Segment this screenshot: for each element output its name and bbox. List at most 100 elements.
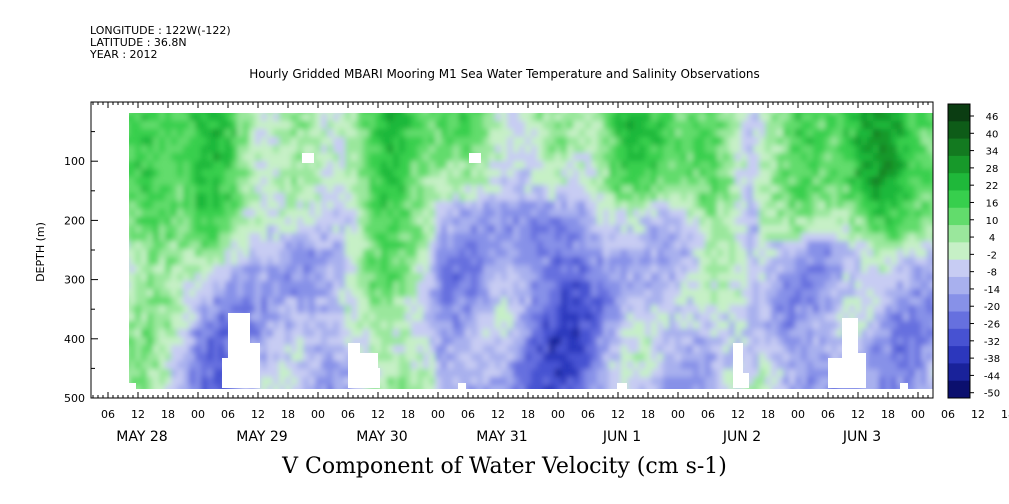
heatmap-cell [417, 169, 424, 178]
heatmap-cell [543, 337, 550, 346]
heatmap-cell [537, 145, 544, 154]
heatmap-cell [255, 289, 262, 298]
heatmap-cell [855, 337, 862, 346]
heatmap-cell [843, 249, 850, 258]
heatmap-cell [261, 169, 268, 178]
heatmap-cell [219, 209, 226, 218]
heatmap-cell [417, 129, 424, 138]
heatmap-cell [873, 273, 880, 282]
heatmap-cell [417, 145, 424, 154]
heatmap-cell [381, 321, 388, 330]
heatmap-cell [909, 361, 916, 370]
heatmap-cell [531, 249, 538, 258]
heatmap-cell [159, 249, 166, 258]
heatmap-cell [273, 113, 280, 114]
heatmap-cell [387, 137, 394, 146]
heatmap-cell [855, 233, 862, 242]
heatmap-cell [447, 121, 454, 130]
heatmap-cell [195, 377, 202, 386]
heatmap-cell [471, 225, 478, 234]
heatmap-cell [465, 353, 472, 362]
heatmap-cell [393, 297, 400, 306]
heatmap-cell [885, 249, 892, 258]
heatmap-cell [753, 129, 760, 138]
heatmap-cell [741, 361, 748, 370]
heatmap-cell [663, 193, 670, 202]
heatmap-cell [753, 113, 760, 114]
heatmap-cell [333, 161, 340, 170]
heatmap-cell [195, 209, 202, 218]
heatmap-cell [465, 137, 472, 146]
heatmap-cell [459, 145, 466, 154]
heatmap-cell [303, 177, 310, 186]
heatmap-cell [525, 113, 532, 122]
heatmap-cell [279, 113, 286, 114]
heatmap-cell [459, 289, 466, 298]
heatmap-cell [657, 345, 664, 354]
heatmap-cell [249, 137, 256, 146]
heatmap-cell [729, 369, 736, 378]
heatmap-cell [579, 241, 586, 250]
heatmap-cell [699, 169, 706, 178]
heatmap-cell [717, 129, 724, 138]
heatmap-cell [345, 257, 352, 266]
heatmap-cell [171, 153, 178, 162]
heatmap-cell [207, 337, 214, 346]
heatmap-cell [375, 345, 382, 354]
heatmap-cell [717, 193, 724, 202]
heatmap-cell [651, 377, 658, 386]
heatmap-cell [711, 193, 718, 202]
heatmap-cell [597, 305, 604, 314]
heatmap-cell [873, 129, 880, 138]
heatmap-cell [693, 225, 700, 234]
heatmap-cell [549, 281, 556, 290]
heatmap-cell [765, 369, 772, 378]
heatmap-cell [171, 385, 178, 389]
heatmap-cell [585, 121, 592, 130]
heatmap-cell [267, 281, 274, 290]
heatmap-cell [651, 353, 658, 362]
heatmap-cell [483, 321, 490, 330]
heatmap-cell [681, 169, 688, 178]
heatmap-cell [741, 273, 748, 282]
heatmap-cell [723, 169, 730, 178]
heatmap-cell [645, 161, 652, 170]
heatmap-cell [483, 297, 490, 306]
heatmap-cell [501, 241, 508, 250]
heatmap-cell [885, 177, 892, 186]
heatmap-cell [135, 321, 142, 330]
heatmap-cell [351, 305, 358, 314]
heatmap-cell [537, 193, 544, 202]
heatmap-cell [315, 281, 322, 290]
heatmap-cell [495, 225, 502, 234]
heatmap-cell [411, 185, 418, 194]
heatmap-cell [627, 257, 634, 266]
heatmap-cell [255, 121, 262, 130]
heatmap-cell [717, 233, 724, 242]
heatmap-cell [873, 113, 880, 114]
heatmap-cell [657, 289, 664, 298]
heatmap-cell [351, 337, 358, 346]
heatmap-cell [729, 153, 736, 162]
heatmap-cell [171, 233, 178, 242]
heatmap-cell [327, 329, 334, 338]
heatmap-cell [135, 217, 142, 226]
heatmap-cell [663, 337, 670, 346]
heatmap-cell [789, 377, 796, 386]
heatmap-cell [213, 153, 220, 162]
heatmap-cell [657, 241, 664, 250]
heatmap-cell [903, 129, 910, 138]
heatmap-cell [135, 361, 142, 370]
heatmap-cell [525, 385, 532, 389]
heatmap-cell [321, 201, 328, 210]
heatmap-cell [771, 385, 778, 389]
heatmap-cell [357, 201, 364, 210]
heatmap-cell [549, 137, 556, 146]
heatmap-cell [459, 209, 466, 218]
heatmap-cell [885, 137, 892, 146]
heatmap-cell [903, 209, 910, 218]
heatmap-cell [267, 201, 274, 210]
heatmap-cell [495, 121, 502, 130]
heatmap-cell [915, 257, 922, 266]
heatmap-cell [909, 377, 916, 386]
